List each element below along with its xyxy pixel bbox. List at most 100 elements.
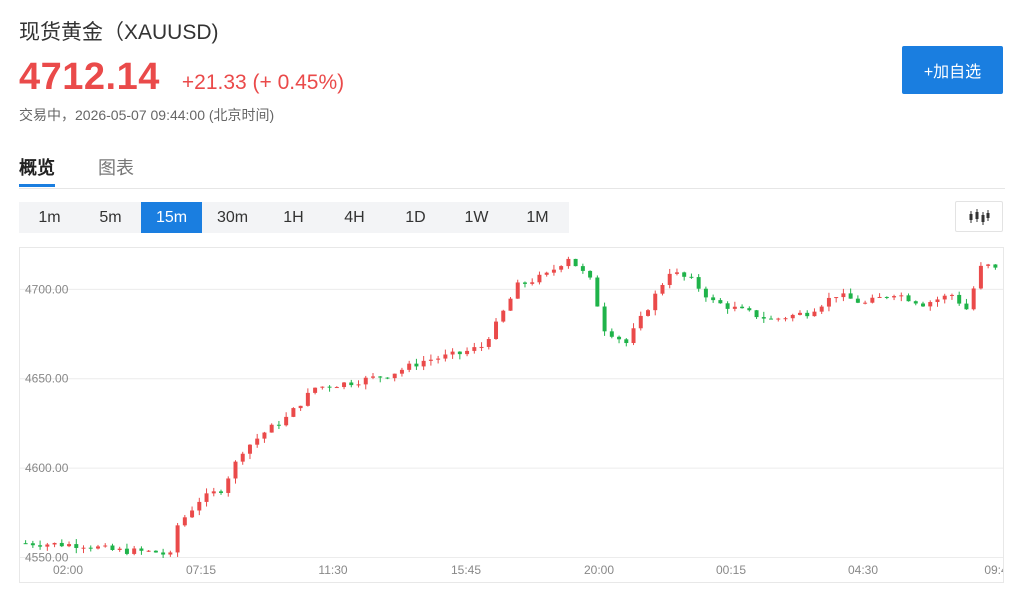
candle [153, 550, 158, 553]
candle [884, 296, 889, 300]
candle-body [305, 392, 310, 406]
candle [501, 309, 506, 323]
candle-body [269, 424, 274, 433]
chart-type-button[interactable] [955, 201, 1003, 232]
period-1mo[interactable]: 1M [526, 208, 549, 226]
candle [624, 338, 629, 347]
candle [305, 388, 310, 407]
candle-body [834, 297, 839, 299]
candle [566, 256, 571, 269]
candle-body [544, 272, 549, 275]
candle-body [291, 408, 296, 417]
candle-body [450, 351, 455, 355]
current-price: 4712.14 [19, 56, 160, 98]
candle-body [682, 272, 687, 277]
candle [59, 539, 64, 548]
candle [269, 423, 274, 433]
candle-body [161, 552, 166, 555]
candle [494, 318, 499, 340]
candle-body [67, 544, 72, 547]
candle [38, 540, 43, 550]
candle [848, 288, 853, 299]
candle-body [88, 547, 93, 549]
candle-body [790, 314, 795, 319]
period-selector: 1m 5m 15m 30m 1H 4H 1D 1W 1M [19, 202, 569, 233]
candles [23, 256, 998, 559]
candle-body [928, 302, 933, 307]
candle-body [168, 552, 173, 555]
x-tick-label: 09:4 [984, 563, 1003, 577]
candle [986, 263, 991, 269]
candle-body [103, 545, 108, 547]
candle-body [457, 351, 462, 355]
candle-body [298, 405, 303, 409]
period-30m[interactable]: 30m [216, 208, 249, 226]
candle [617, 335, 622, 344]
period-1w[interactable]: 1W [464, 208, 489, 226]
candle [537, 271, 542, 285]
candle [457, 351, 462, 360]
candle [284, 412, 289, 427]
candle [486, 337, 491, 350]
period-15m[interactable]: 15m [141, 202, 202, 233]
period-1h[interactable]: 1H [283, 208, 304, 226]
candle [682, 271, 687, 281]
candle [646, 309, 650, 317]
candle-body [385, 377, 390, 379]
candle [349, 379, 354, 388]
grid-lines [20, 288, 1003, 558]
period-5m[interactable]: 5m [99, 208, 122, 226]
candle [182, 514, 187, 527]
candle [95, 544, 100, 550]
candle-body [855, 298, 860, 303]
price-chart[interactable]: 4700.00 4650.00 4600.00 4550.00 02:00 07:15 11… [19, 247, 1008, 583]
tab-overview[interactable]: 概览 [19, 158, 55, 178]
candle [371, 373, 375, 380]
candle-body [81, 547, 86, 549]
candle-body [371, 376, 375, 378]
candle-body [870, 297, 875, 303]
candle [436, 355, 441, 364]
candle-body [696, 277, 701, 289]
candle [74, 539, 79, 554]
candle-body [414, 363, 419, 367]
candle [580, 263, 585, 274]
candle [30, 540, 35, 548]
candle [175, 522, 180, 557]
candle [479, 342, 484, 351]
candle [631, 323, 636, 346]
active-tab-indicator [19, 184, 55, 187]
candle-body [363, 377, 368, 385]
period-1m[interactable]: 1m [38, 208, 61, 226]
candle [957, 291, 962, 306]
period-1d[interactable]: 1D [405, 208, 426, 226]
candle-body [494, 321, 499, 340]
candle-body [262, 432, 267, 439]
candle-body [580, 266, 585, 271]
candle [877, 293, 882, 298]
candle-body [935, 299, 940, 303]
candle-body [674, 272, 679, 274]
candle [81, 545, 86, 554]
candle-body [653, 293, 658, 311]
candle [240, 451, 245, 465]
candle [544, 271, 549, 277]
y-tick-label: 4550.00 [25, 550, 69, 564]
candle-body [342, 382, 347, 388]
x-tick-label: 04:30 [848, 563, 878, 577]
add-to-watchlist-button[interactable]: +加自选 [902, 46, 1003, 94]
candle [602, 302, 607, 336]
candle-body [805, 312, 810, 317]
candle-body [327, 386, 332, 388]
candle-body [392, 373, 397, 379]
instrument-title: 现货黄金（XAUUSD) [19, 21, 219, 44]
candle [776, 317, 781, 322]
candle-body [356, 384, 361, 386]
period-4h[interactable]: 4H [344, 208, 365, 226]
candle [935, 296, 940, 307]
tab-chart[interactable]: 图表 [98, 158, 134, 178]
x-tick-label: 00:15 [716, 563, 746, 577]
candle [928, 300, 933, 311]
